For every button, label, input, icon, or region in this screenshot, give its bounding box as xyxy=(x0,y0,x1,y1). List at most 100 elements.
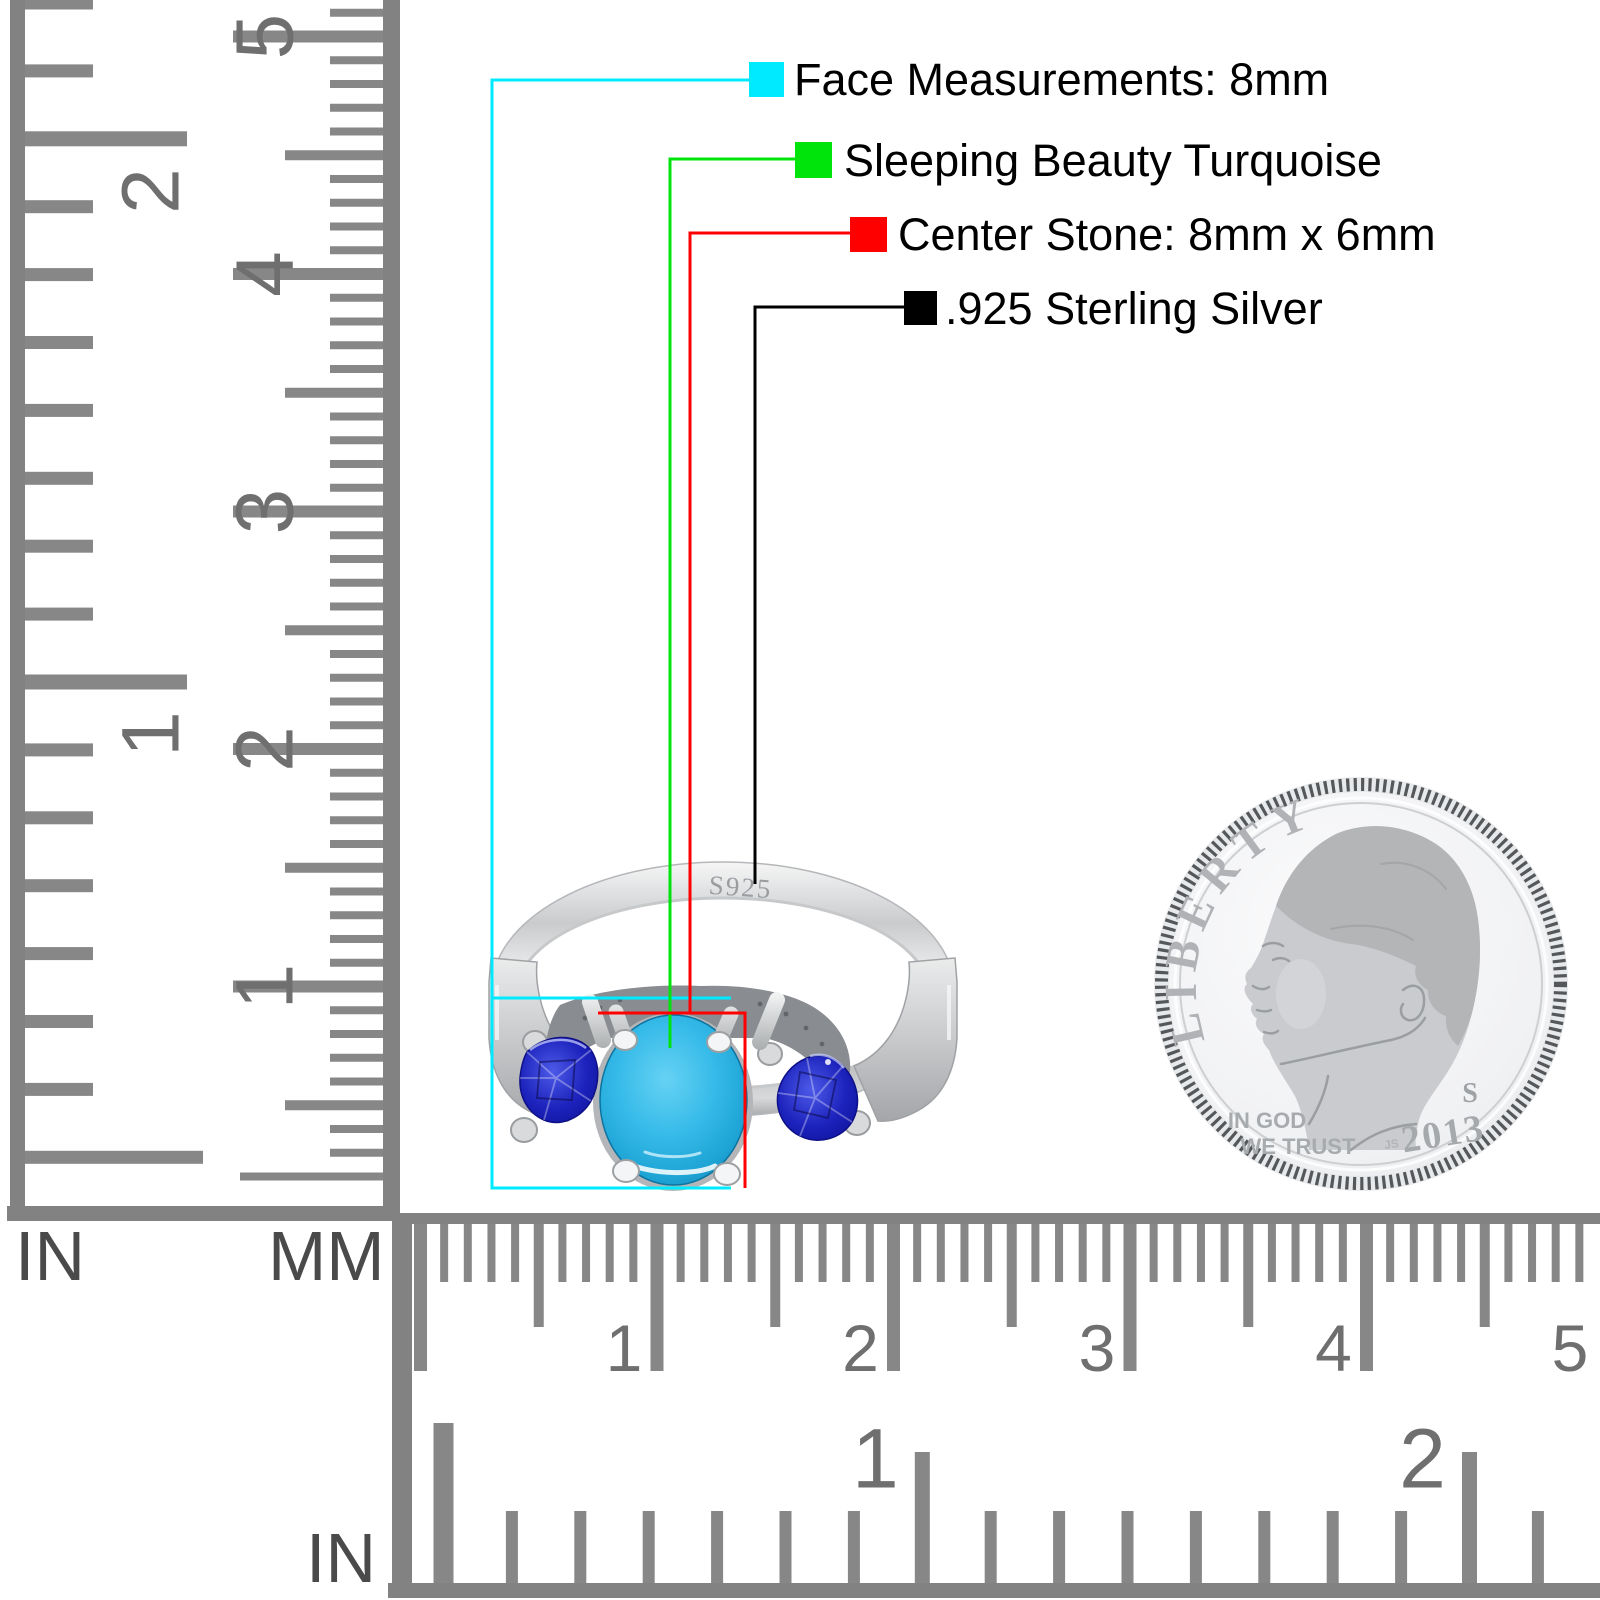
ruler-tick xyxy=(984,1224,993,1282)
ring-engraving: S925 xyxy=(708,870,773,904)
sterling-silver-swatch xyxy=(904,291,937,325)
ruler-tick xyxy=(1121,1511,1134,1583)
prong-arm xyxy=(582,994,611,1048)
turquoise-swatch xyxy=(795,142,832,178)
ruler-tick xyxy=(700,1224,709,1282)
right-side-stone xyxy=(776,1054,859,1141)
stone-glint xyxy=(825,1059,831,1065)
ruler-tick xyxy=(1551,1224,1560,1282)
turquoise-line xyxy=(668,157,795,1048)
ruler-number: 1 xyxy=(606,1311,643,1385)
ruler-tick xyxy=(25,879,93,893)
ruler-tick xyxy=(330,198,383,207)
ruler-tick xyxy=(723,1224,732,1282)
ruler-tick xyxy=(330,1053,383,1062)
ruler-tick xyxy=(533,1224,544,1327)
ruler-tick xyxy=(1053,1511,1066,1583)
ruler-tick xyxy=(1462,1452,1477,1583)
ruler-tick xyxy=(285,387,383,398)
ruler-tick xyxy=(330,555,383,563)
dime-rim-highlight xyxy=(1173,796,1549,1172)
ruler-tick xyxy=(747,1224,756,1282)
ruler-tick xyxy=(330,578,383,587)
stone-gloss xyxy=(643,1150,702,1159)
side-prong xyxy=(510,1117,538,1143)
ruler-tick xyxy=(1291,1224,1300,1282)
ruler-tick xyxy=(330,341,383,350)
ring-photo: S925 xyxy=(488,861,958,1191)
ruler-bar xyxy=(383,0,400,1213)
ruler-number: 5 xyxy=(220,14,311,60)
ruler-tick xyxy=(330,317,383,326)
ruler-tick xyxy=(818,1224,827,1282)
ruler-tick xyxy=(330,673,383,682)
face-measure-label: Face Measurements: 8mm xyxy=(794,54,1329,105)
ruler-tick xyxy=(605,1224,614,1282)
coin-mint-mark: S xyxy=(1462,1078,1478,1109)
ruler-tick xyxy=(770,1224,781,1327)
ruler-tick xyxy=(330,293,383,302)
center-stone-bracket xyxy=(598,1011,747,1188)
ruler-tick xyxy=(240,1172,383,1181)
ruler-tick xyxy=(285,150,383,161)
ruler-tick xyxy=(913,1224,922,1282)
ruler-tick xyxy=(1338,1224,1347,1282)
prong-tip xyxy=(706,1031,732,1053)
ruler-tick xyxy=(25,607,93,621)
prong-arm xyxy=(752,992,785,1050)
left-stone-facets xyxy=(520,1049,592,1121)
ruler-tick xyxy=(330,887,383,896)
left-inch-ruler: 21 xyxy=(10,0,203,1213)
ruler-tick xyxy=(463,1224,472,1282)
portrait-features xyxy=(1251,861,1447,1152)
dime-coin: LIBERTY IN GOD WE TRUST 2013 S JS xyxy=(1154,777,1568,1191)
ruler-tick xyxy=(330,80,383,88)
dime-rim-line xyxy=(1179,802,1543,1166)
center-stone-swatch xyxy=(850,217,887,252)
ruler-tick xyxy=(1504,1224,1513,1282)
ruler-number: 5 xyxy=(1552,1311,1589,1385)
ruler-tick xyxy=(330,792,383,801)
ruler-tick xyxy=(414,1224,427,1371)
left-mm-ruler: 5 4 3 2 1 xyxy=(220,0,400,1213)
portrait-cheek xyxy=(1276,959,1326,1029)
ruler-tick xyxy=(779,1511,792,1583)
ruler-tick xyxy=(233,30,383,43)
ruler-tick xyxy=(1189,1511,1202,1583)
ruler-number: 2 xyxy=(1399,1411,1446,1505)
ruler-tick xyxy=(285,1100,383,1111)
ruler-tick xyxy=(1243,1224,1254,1327)
ruler-tick xyxy=(330,1148,383,1157)
coin-designer-initials: JS xyxy=(1383,1136,1399,1152)
ruler-tick xyxy=(1531,1511,1544,1583)
ruler-tick xyxy=(1386,1224,1395,1282)
ruler-tick xyxy=(25,268,93,282)
ruler-tick xyxy=(330,958,383,967)
ruler-tick xyxy=(330,365,383,373)
ruler-tick xyxy=(794,1224,803,1282)
right-stone-highlight xyxy=(809,1053,845,1069)
roosevelt-portrait xyxy=(1244,826,1481,1152)
ruler-tick xyxy=(433,1423,454,1583)
left-stone-highlight xyxy=(529,1038,587,1051)
ruler-tick xyxy=(285,625,383,636)
ruler-tick xyxy=(1258,1511,1271,1583)
ruler-tick xyxy=(1409,1224,1418,1282)
ruler-tick xyxy=(629,1224,638,1282)
ruler-tick xyxy=(1173,1224,1182,1282)
ruler-tick xyxy=(330,650,383,658)
ruler-tick xyxy=(1196,1224,1205,1282)
ruler-tick xyxy=(330,1125,383,1133)
ruler-tick xyxy=(25,0,93,10)
ruler-tick xyxy=(984,1511,997,1583)
ruler-tick xyxy=(1575,1224,1584,1282)
ruler-tick xyxy=(1433,1224,1442,1282)
ruler-tick xyxy=(1149,1224,1158,1282)
ruler-tick xyxy=(574,1511,587,1583)
ruler-number: 3 xyxy=(1079,1311,1116,1385)
ruler-bar xyxy=(10,0,25,1213)
ruler-tick xyxy=(25,947,93,961)
ruler-tick xyxy=(25,1150,203,1164)
